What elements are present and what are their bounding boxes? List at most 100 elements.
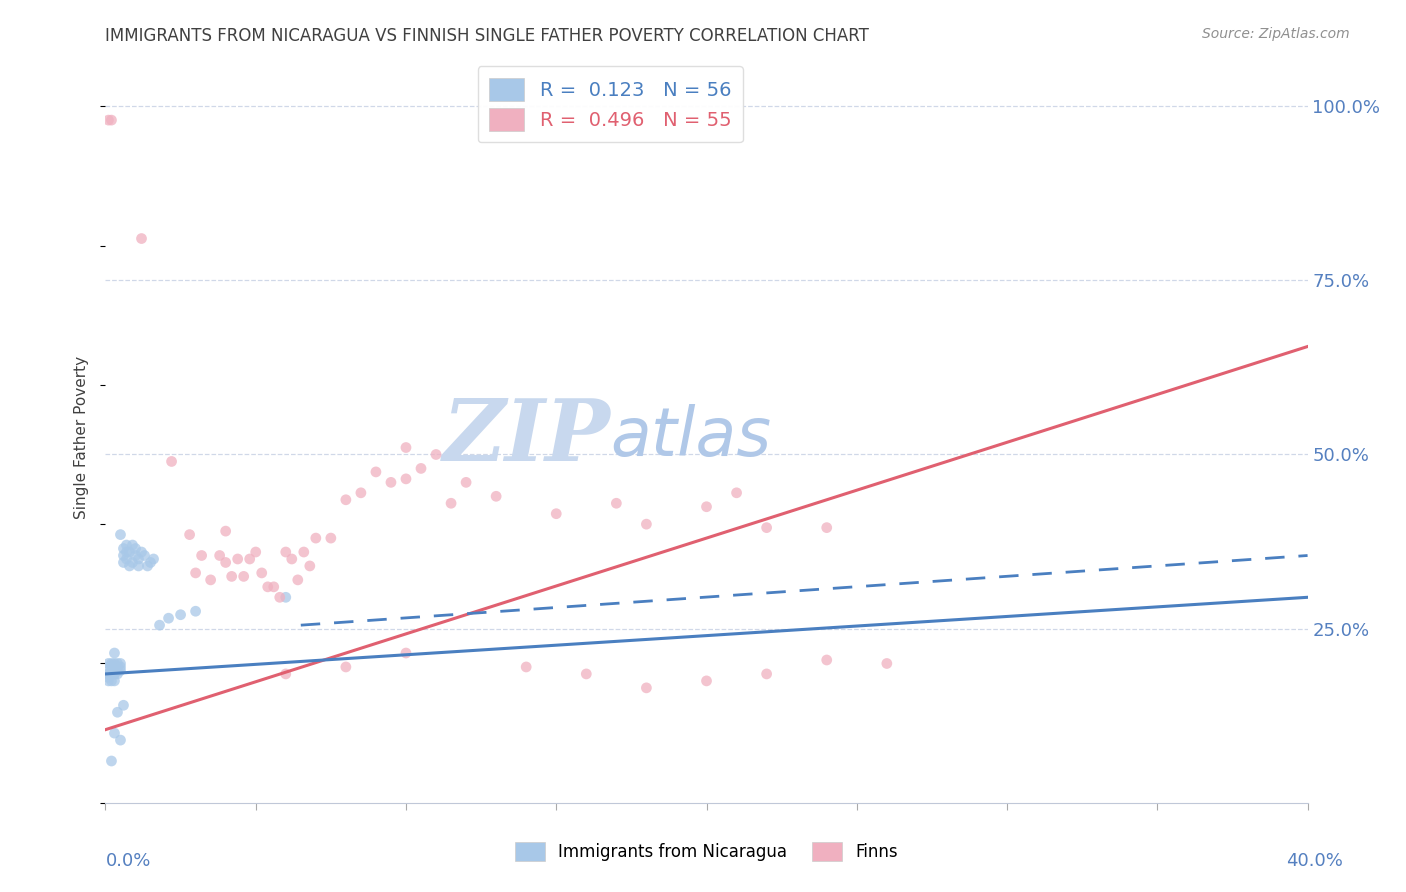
Point xyxy=(232,569,254,583)
Point xyxy=(115,538,138,552)
Point xyxy=(226,552,249,566)
Point xyxy=(395,472,418,486)
Point xyxy=(97,660,120,674)
Point xyxy=(335,492,357,507)
Point xyxy=(97,670,120,684)
Point xyxy=(107,705,129,719)
Point xyxy=(107,667,129,681)
Point xyxy=(157,611,180,625)
Point xyxy=(100,754,122,768)
Text: IMMIGRANTS FROM NICARAGUA VS FINNISH SINGLE FATHER POVERTY CORRELATION CHART: IMMIGRANTS FROM NICARAGUA VS FINNISH SIN… xyxy=(105,27,869,45)
Point xyxy=(696,500,718,514)
Point xyxy=(269,591,291,605)
Point xyxy=(221,569,243,583)
Point xyxy=(131,231,153,245)
Point xyxy=(124,541,146,556)
Point xyxy=(287,573,309,587)
Point xyxy=(115,545,138,559)
Y-axis label: Single Father Poverty: Single Father Poverty xyxy=(75,356,90,518)
Point xyxy=(696,673,718,688)
Point xyxy=(485,489,508,503)
Point xyxy=(208,549,231,563)
Point xyxy=(112,549,135,563)
Point xyxy=(118,558,141,573)
Point xyxy=(112,556,135,570)
Point xyxy=(103,667,125,681)
Point xyxy=(876,657,898,671)
Point xyxy=(100,664,122,678)
Point xyxy=(97,667,120,681)
Point xyxy=(245,545,267,559)
Point xyxy=(350,485,373,500)
Point xyxy=(169,607,191,622)
Point xyxy=(103,646,125,660)
Text: 0.0%: 0.0% xyxy=(105,852,150,870)
Point xyxy=(103,660,125,674)
Text: atlas: atlas xyxy=(610,404,772,470)
Point xyxy=(395,441,418,455)
Point xyxy=(142,552,165,566)
Point xyxy=(103,673,125,688)
Point xyxy=(440,496,463,510)
Point xyxy=(636,681,658,695)
Point xyxy=(298,558,321,573)
Point xyxy=(160,454,183,468)
Point xyxy=(184,566,207,580)
Point xyxy=(515,660,537,674)
Point xyxy=(755,521,778,535)
Point xyxy=(395,646,418,660)
Point xyxy=(103,726,125,740)
Point xyxy=(425,448,447,462)
Point xyxy=(546,507,568,521)
Point xyxy=(100,657,122,671)
Point xyxy=(103,664,125,678)
Point xyxy=(131,545,153,559)
Point xyxy=(110,733,132,747)
Point xyxy=(121,556,143,570)
Point xyxy=(335,660,357,674)
Point xyxy=(184,604,207,618)
Legend: Immigrants from Nicaragua, Finns: Immigrants from Nicaragua, Finns xyxy=(508,835,905,868)
Point xyxy=(239,552,262,566)
Point xyxy=(380,475,402,490)
Point xyxy=(292,545,315,559)
Point xyxy=(128,558,150,573)
Text: 40.0%: 40.0% xyxy=(1286,852,1343,870)
Point xyxy=(110,657,132,671)
Point xyxy=(97,673,120,688)
Point xyxy=(456,475,478,490)
Point xyxy=(121,538,143,552)
Point xyxy=(575,667,598,681)
Point xyxy=(179,527,201,541)
Point xyxy=(256,580,278,594)
Point xyxy=(103,667,125,681)
Point xyxy=(97,657,120,671)
Point xyxy=(364,465,387,479)
Text: ZIP: ZIP xyxy=(443,395,610,479)
Point xyxy=(815,653,838,667)
Point xyxy=(112,698,135,713)
Point xyxy=(274,591,297,605)
Point xyxy=(815,521,838,535)
Point xyxy=(250,566,273,580)
Point xyxy=(100,660,122,674)
Point xyxy=(110,660,132,674)
Point xyxy=(636,517,658,532)
Point xyxy=(107,660,129,674)
Point xyxy=(97,667,120,681)
Point xyxy=(107,657,129,671)
Point xyxy=(409,461,432,475)
Point xyxy=(110,527,132,541)
Point xyxy=(725,485,748,500)
Point xyxy=(200,573,222,587)
Point xyxy=(115,552,138,566)
Point xyxy=(319,531,342,545)
Point xyxy=(100,673,122,688)
Point xyxy=(755,667,778,681)
Point xyxy=(124,549,146,563)
Point xyxy=(263,580,285,594)
Point xyxy=(136,558,159,573)
Point xyxy=(100,113,122,128)
Point xyxy=(148,618,170,632)
Point xyxy=(274,667,297,681)
